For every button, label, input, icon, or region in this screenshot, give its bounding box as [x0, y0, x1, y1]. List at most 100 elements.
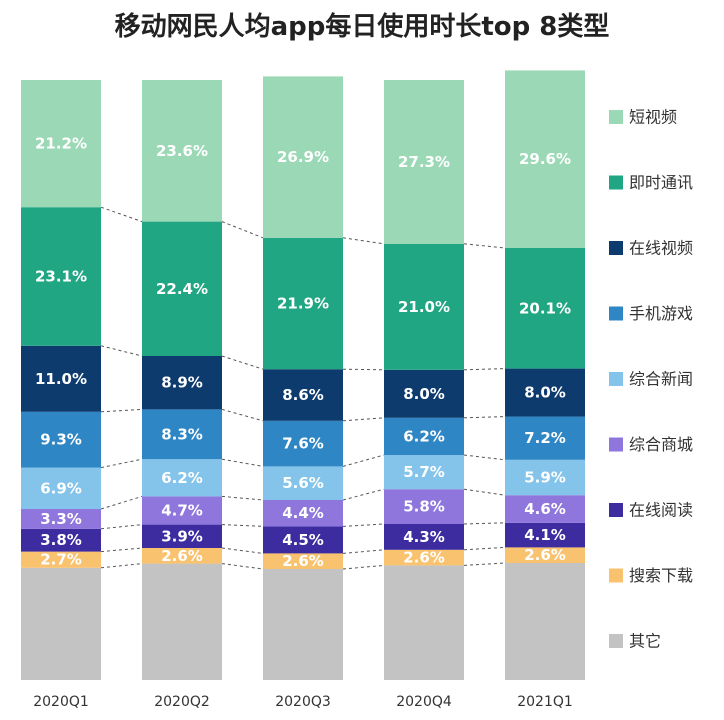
- connector-line: [342, 368, 385, 371]
- connector-line: [463, 488, 506, 496]
- connector-line: [463, 522, 506, 525]
- connector-line: [463, 243, 506, 249]
- bar-segment: [384, 369, 464, 418]
- data-label: 3.9%: [161, 527, 203, 545]
- legend-label: 综合商城: [629, 435, 693, 454]
- data-label: 3.8%: [40, 531, 82, 549]
- legend-label: 在线阅读: [629, 501, 693, 520]
- data-label: 4.1%: [524, 526, 566, 544]
- bar-segment: [21, 80, 101, 208]
- bar-segment: [263, 526, 343, 554]
- connector-line: [100, 345, 143, 357]
- data-label: 2.6%: [524, 546, 566, 564]
- data-label: 22.4%: [156, 280, 208, 298]
- connector-line: [100, 495, 143, 510]
- connector-line: [100, 563, 143, 569]
- category-label: 2021Q1: [517, 694, 573, 710]
- data-label: 2.6%: [403, 549, 445, 567]
- bar-segment: [21, 551, 101, 568]
- legend-label: 短视频: [629, 108, 677, 127]
- category-labels: 2020Q1 2020Q2 2020Q3 2020Q4 2021Q1: [33, 694, 573, 710]
- bar-segment: [263, 420, 343, 467]
- bar-segment: [21, 509, 101, 529]
- legend-label: 在线视频: [629, 239, 693, 258]
- legend-swatch: [609, 568, 623, 583]
- data-label: 5.7%: [403, 463, 445, 481]
- data-label: 2.6%: [161, 547, 203, 565]
- data-label: 11.0%: [35, 370, 87, 388]
- data-label: 7.6%: [282, 435, 324, 453]
- legend-swatch: [609, 503, 623, 517]
- legend-label: 手机游戏: [629, 304, 693, 323]
- bar-segment: [505, 495, 585, 523]
- data-label: 2.6%: [282, 552, 324, 570]
- data-label: 21.0%: [398, 298, 450, 316]
- data-label: 9.3%: [40, 431, 82, 449]
- bar-segment: [384, 417, 464, 455]
- bar-segment: [142, 80, 222, 222]
- data-label: 4.6%: [524, 500, 566, 518]
- bar-segment: [142, 563, 222, 680]
- bar-segment: [505, 459, 585, 496]
- data-label: 2.7%: [40, 551, 82, 569]
- data-label: 6.2%: [161, 469, 203, 487]
- bar-segment: [263, 569, 343, 680]
- connector-line: [221, 221, 264, 239]
- connector-line: [221, 408, 264, 422]
- legend-swatch: [609, 306, 623, 321]
- connector-line: [100, 408, 143, 413]
- data-label: 4.4%: [282, 504, 324, 522]
- bar-segment: [384, 549, 464, 566]
- bar-segment: [505, 563, 585, 680]
- data-label: 23.1%: [35, 268, 87, 286]
- connector-line: [342, 417, 385, 422]
- bar-segment: [505, 522, 585, 548]
- bar-segment: [142, 459, 222, 497]
- bar-segment: [505, 547, 585, 563]
- legend-swatch: [609, 241, 623, 255]
- bar-segment: [142, 496, 222, 525]
- data-label: 5.6%: [282, 474, 324, 492]
- data-label: 4.7%: [161, 502, 203, 520]
- connector-line: [342, 523, 385, 527]
- connector-line: [100, 547, 143, 553]
- data-label: 8.9%: [161, 374, 203, 392]
- legend-label: 即时通讯: [629, 173, 693, 192]
- connector-line: [463, 416, 506, 419]
- connector-line: [221, 355, 264, 370]
- bar-segment: [263, 500, 343, 527]
- bar-segment: [21, 528, 101, 552]
- connector-line: [100, 206, 143, 223]
- bar-segment: [384, 80, 464, 244]
- bar-segment: [505, 248, 585, 369]
- connector-line: [463, 562, 506, 566]
- bar-segment: [142, 524, 222, 548]
- bar-segment: [384, 243, 464, 370]
- connector-line: [221, 547, 264, 554]
- data-label: 29.6%: [519, 150, 571, 168]
- connector-line: [342, 564, 385, 570]
- data-label: 4.3%: [403, 528, 445, 546]
- legend-swatch: [609, 110, 623, 124]
- category-label: 2020Q1: [33, 694, 89, 710]
- bar-segment: [21, 567, 101, 680]
- bar-segment: [21, 411, 101, 468]
- bar-segment: [142, 548, 222, 564]
- data-label: 21.9%: [277, 295, 329, 313]
- bar-segment: [21, 467, 101, 509]
- bar-segment: [142, 409, 222, 460]
- bar-segment: [263, 237, 343, 370]
- legend-swatch: [609, 437, 623, 452]
- category-label: 2020Q3: [275, 694, 331, 710]
- data-label: 8.3%: [161, 425, 203, 443]
- connector-line: [342, 454, 385, 467]
- data-label: 6.9%: [40, 479, 82, 497]
- bar-segment: [263, 553, 343, 569]
- data-label: 8.0%: [524, 384, 566, 402]
- bar-segment: [263, 369, 343, 421]
- legend-label: 搜索下载: [629, 566, 693, 585]
- connector-lines: [100, 206, 506, 570]
- chart-title: 移动网民人均app每日使用时长top 8类型: [114, 12, 610, 42]
